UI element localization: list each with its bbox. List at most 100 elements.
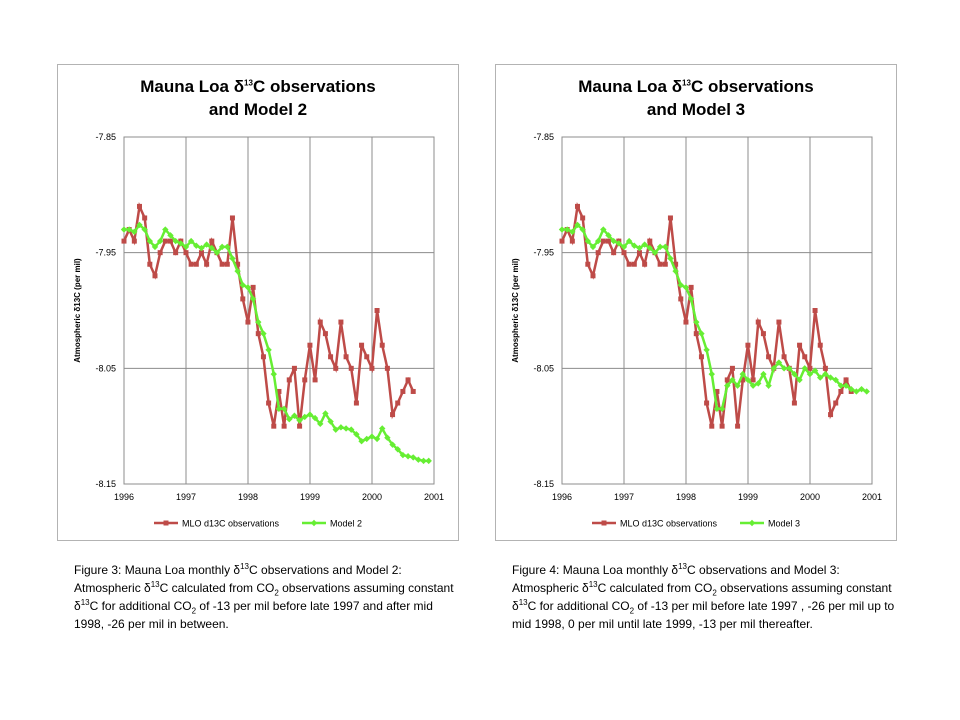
data-point	[348, 365, 354, 371]
data-point	[296, 417, 303, 424]
data-point	[672, 267, 679, 275]
data-point	[183, 250, 189, 256]
data-point	[291, 365, 297, 371]
data-point	[374, 308, 380, 313]
plot-area-border	[561, 136, 873, 485]
data-point	[348, 426, 355, 433]
data-point	[595, 250, 601, 256]
caption-text: C for additional CO	[89, 599, 192, 613]
caption-superscript: 13	[150, 580, 160, 589]
data-point	[405, 377, 411, 383]
data-point	[657, 261, 663, 267]
x-tick-label: 1998	[676, 492, 696, 502]
data-point	[156, 237, 164, 245]
caption-subscript: 2	[712, 588, 717, 598]
data-point	[729, 365, 735, 371]
data-point	[791, 400, 797, 406]
data-point	[740, 377, 746, 383]
data-point	[714, 388, 720, 394]
data-point	[828, 412, 834, 418]
data-point	[636, 244, 643, 252]
data-point	[631, 261, 637, 267]
data-point	[760, 331, 766, 337]
caption-text: C observations and Model 3: Atmospheric …	[512, 563, 840, 595]
data-point	[286, 416, 293, 423]
data-point	[322, 410, 329, 417]
data-point	[234, 267, 241, 275]
data-point	[147, 261, 153, 267]
legend-label: Model 2	[330, 519, 362, 529]
x-tick-label: 2000	[362, 492, 382, 502]
data-point	[333, 365, 339, 371]
chart-plot-model-3: 1996 1997 1998 1999 2000 2001 -7.85 -7.95 -8.05 -…	[511, 132, 882, 529]
data-point	[698, 330, 705, 337]
data-point	[327, 418, 334, 425]
data-point	[172, 237, 179, 245]
y-tick-label: -7.95	[95, 248, 116, 258]
data-point	[204, 261, 210, 267]
chart-title-line-2: and Model 2	[208, 100, 308, 119]
data-point	[389, 441, 396, 448]
data-point	[589, 243, 597, 251]
data-point	[395, 400, 401, 406]
x-tick-label: 2001	[424, 492, 444, 502]
data-point	[626, 261, 632, 267]
chart-title-superscript: 13	[682, 78, 691, 88]
data-point	[142, 215, 148, 221]
data-point	[683, 319, 689, 325]
data-point	[667, 215, 673, 221]
legend-marker	[601, 520, 607, 526]
data-point	[239, 281, 246, 289]
legend-label: MLO d13C observations	[182, 519, 280, 529]
data-point	[853, 388, 860, 395]
data-point	[198, 250, 204, 256]
data-point	[131, 228, 138, 236]
data-point	[229, 255, 236, 262]
y-axis-label: Atmospheric δ13C (per mil)	[73, 258, 82, 363]
caption-text: Figure 4: Mauna Loa monthly δ	[512, 563, 679, 577]
data-point	[719, 423, 725, 429]
caption-text: C observations and Model 2: Atmospheric …	[74, 563, 402, 595]
data-point	[240, 296, 246, 302]
data-point	[647, 238, 653, 244]
data-point	[833, 400, 839, 406]
data-point	[167, 238, 173, 244]
x-tick-label: 2000	[800, 492, 820, 502]
data-point	[574, 203, 580, 209]
data-point	[688, 284, 694, 290]
data-point	[766, 354, 772, 360]
data-point	[673, 261, 679, 267]
data-point	[266, 400, 272, 406]
data-point	[364, 354, 370, 360]
data-point	[400, 388, 406, 394]
data-point	[750, 377, 756, 383]
data-point	[157, 250, 163, 256]
data-point	[811, 367, 819, 374]
data-point	[662, 243, 669, 251]
data-point	[337, 424, 345, 431]
data-point	[802, 354, 808, 360]
data-point	[615, 240, 623, 247]
y-axis-label: Atmospheric δ13C (per mil)	[511, 258, 520, 363]
data-point	[703, 346, 710, 354]
legend-marker	[748, 519, 756, 527]
data-point	[611, 250, 617, 256]
y-tick-label: -7.95	[533, 248, 554, 258]
caption-text: of -13 per mil before late 1997 and afte…	[74, 599, 433, 631]
data-point	[590, 273, 596, 279]
data-point	[693, 331, 699, 337]
x-tick-label: 1998	[238, 492, 258, 502]
data-point	[369, 365, 375, 371]
data-point	[636, 250, 642, 256]
data-point	[136, 221, 143, 229]
x-tick-label: 1997	[176, 492, 196, 502]
chart-title-suffix: C observations	[252, 77, 376, 96]
data-point	[797, 342, 803, 348]
data-point	[662, 261, 668, 267]
data-point	[177, 240, 185, 247]
caption-text: observations assuming constant δ	[74, 581, 454, 613]
data-point	[162, 226, 169, 233]
x-tick-label: 1999	[300, 492, 320, 502]
data-point	[359, 342, 365, 348]
data-point	[224, 243, 231, 251]
